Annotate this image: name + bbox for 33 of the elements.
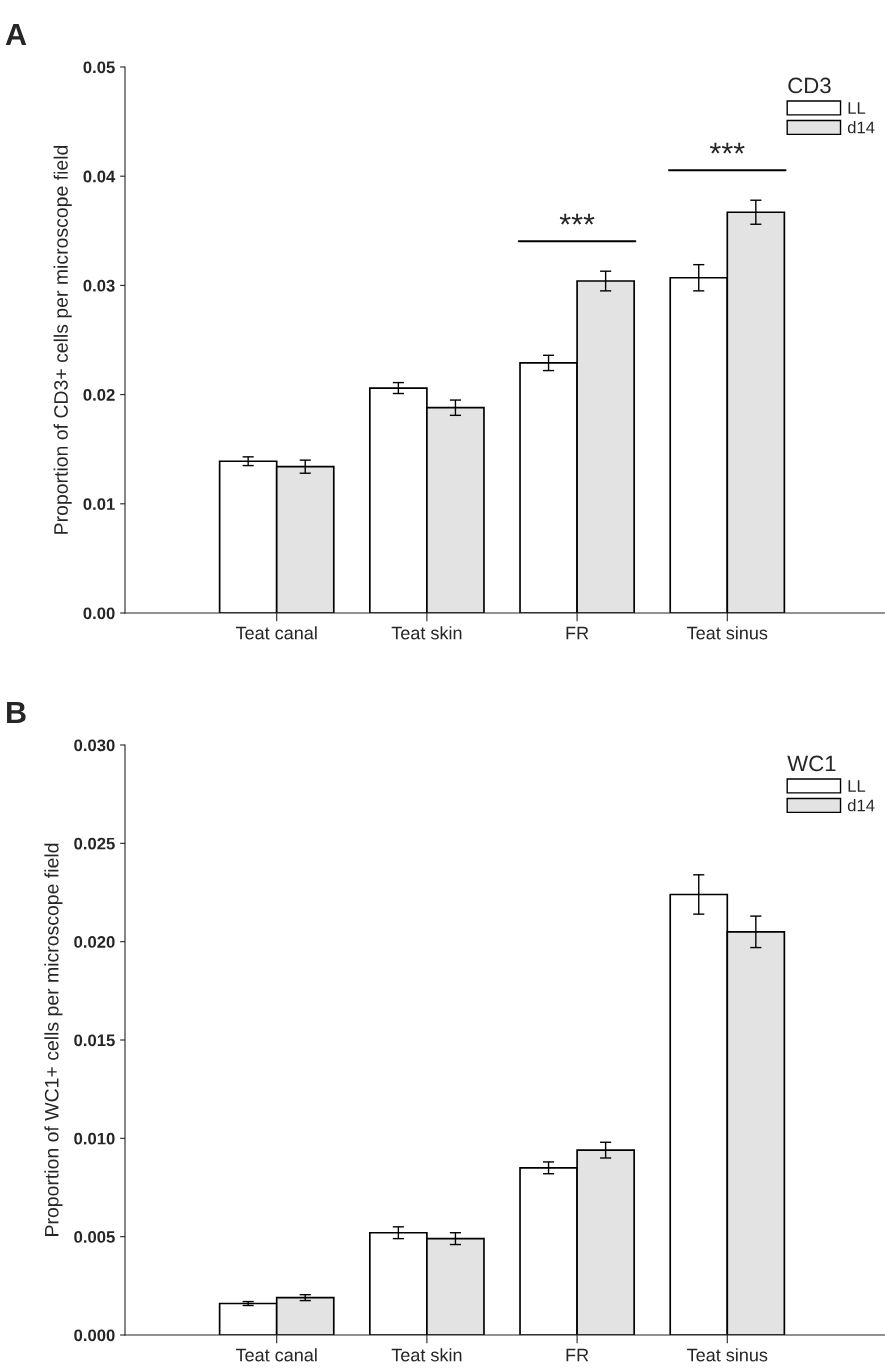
y-tick-label: 0.03 <box>83 279 115 292</box>
legend-title: CD3 <box>788 77 831 94</box>
x-tick-label: FR <box>566 626 589 640</box>
x-tick-label: Teat canal <box>235 626 317 640</box>
y-tick-label: 0.000 <box>74 1329 115 1342</box>
x-tick-label: Teat canal <box>235 1348 317 1362</box>
x-tick-label: Teat skin <box>391 1348 462 1362</box>
legend-label: d14 <box>847 121 875 134</box>
annotation: *** <box>559 213 595 225</box>
y-tick-label: 0.01 <box>83 498 115 510</box>
y-tick-label: 0.00 <box>83 607 115 620</box>
x-tick-label: Teat sinus <box>687 626 768 640</box>
y-tick-label: 0.015 <box>74 1034 115 1047</box>
x-tick-label: FR <box>566 1348 589 1362</box>
chart-title: A <box>5 23 27 45</box>
legend-label: LL <box>848 780 866 792</box>
y-tick-label: 0.030 <box>74 739 115 752</box>
y-tick-label: 0.025 <box>74 837 115 850</box>
y-tick-label: 0.010 <box>74 1132 115 1145</box>
legend-label: LL <box>848 102 866 114</box>
y-tick-label: 0.020 <box>74 936 115 948</box>
y-axis-title: Proportion of CD3+ cells per microscope field <box>53 145 72 534</box>
legend-label: d14 <box>847 799 875 812</box>
x-tick-label: Teat skin <box>391 626 462 640</box>
legend-title: WC1 <box>787 755 836 772</box>
chart-title: B <box>7 701 26 723</box>
y-axis-title: Proportion of WC1+ cells per microscope field <box>44 843 63 1236</box>
y-tick-label: 0.04 <box>83 170 116 183</box>
y-tick-label: 0.005 <box>74 1231 115 1243</box>
x-tick-label: Teat sinus <box>687 1348 768 1362</box>
y-tick-label: 0.02 <box>83 389 115 401</box>
annotation: *** <box>709 142 745 154</box>
y-tick-label: 0.05 <box>83 61 115 74</box>
